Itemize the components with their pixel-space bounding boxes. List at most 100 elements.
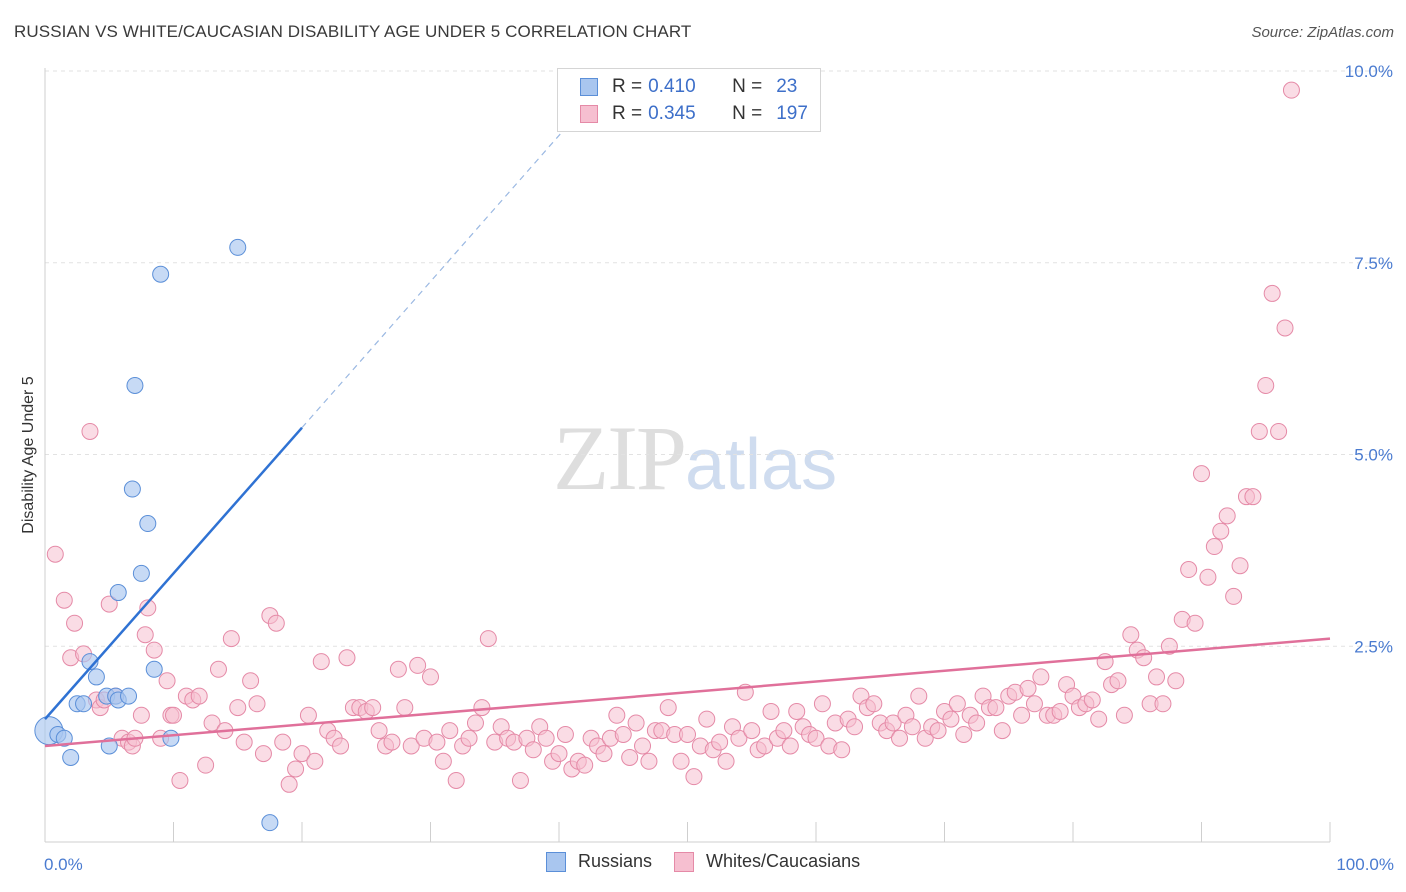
trend-lines <box>44 120 1331 748</box>
legend-swatch-russians <box>580 78 598 96</box>
data-point-whites <box>55 591 73 609</box>
data-point-whites <box>396 699 414 717</box>
data-point-whites <box>1205 538 1223 556</box>
data-point-whites <box>1263 284 1281 302</box>
data-point-whites <box>428 733 446 751</box>
y-tick-label: 10.0% <box>1345 62 1393 81</box>
data-point-whites <box>409 656 427 674</box>
data-point-whites <box>1051 702 1069 720</box>
data-point-whites <box>1115 706 1133 724</box>
data-point-whites <box>1122 626 1140 644</box>
data-point-whites <box>364 699 382 717</box>
legend-r-value: 0.410 <box>648 76 696 97</box>
data-point-whites <box>46 545 64 563</box>
data-point-russians <box>229 238 247 256</box>
data-point-whites <box>788 702 806 720</box>
legend-item-russians[interactable]: Russians <box>546 851 652 872</box>
y-tick-label: 2.5% <box>1354 637 1393 656</box>
data-point-whites <box>762 702 780 720</box>
data-point-whites <box>145 641 163 659</box>
data-point-whites <box>466 714 484 732</box>
data-point-whites <box>267 614 285 632</box>
trend-line-russians <box>44 426 303 720</box>
data-point-whites <box>1225 587 1243 605</box>
data-point-whites <box>293 745 311 763</box>
chart-title: RUSSIAN VS WHITE/CAUCASIAN DISABILITY AG… <box>14 22 692 41</box>
y-tick-label: 5.0% <box>1354 446 1393 465</box>
data-point-whites <box>846 718 864 736</box>
data-point-whites <box>1032 668 1050 686</box>
data-point-whites <box>672 752 690 770</box>
data-point-whites <box>511 771 529 789</box>
data-point-whites <box>640 752 658 770</box>
watermark-zip: ZIP <box>553 407 687 509</box>
data-point-whites <box>441 722 459 740</box>
data-point-whites <box>910 687 928 705</box>
data-point-whites <box>1019 679 1037 697</box>
series-whites-caucasians <box>46 81 1300 793</box>
data-point-whites <box>717 752 735 770</box>
data-point-russians <box>132 564 150 582</box>
stats-legend: R = 0.410 N = 23 R = 0.345 N = 197 <box>557 68 821 132</box>
data-point-whites <box>865 695 883 713</box>
data-point-whites <box>370 722 388 740</box>
watermark: ZIPatlas <box>553 405 837 511</box>
data-point-whites <box>242 672 260 690</box>
data-point-whites <box>1257 376 1275 394</box>
data-point-whites <box>1276 319 1294 337</box>
data-point-russians <box>126 376 144 394</box>
data-point-whites <box>679 725 696 743</box>
data-point-whites <box>171 771 189 789</box>
legend-row-whites: R = 0.345 N = 197 <box>580 101 808 127</box>
data-point-russians <box>55 729 73 747</box>
data-point-whites <box>136 626 154 644</box>
watermark-atlas: atlas <box>685 425 838 505</box>
data-point-whites <box>685 768 703 786</box>
data-point-whites <box>1148 668 1166 686</box>
y-tick-label: 7.5% <box>1354 254 1393 273</box>
data-point-whites <box>929 722 947 740</box>
data-point-whites <box>248 695 266 713</box>
data-point-whites <box>190 687 208 705</box>
data-point-whites <box>1244 488 1262 506</box>
data-point-russians <box>109 584 127 602</box>
data-point-whites <box>891 729 909 747</box>
data-point-whites <box>235 733 253 751</box>
data-point-whites <box>1083 691 1101 709</box>
data-point-whites <box>627 714 645 732</box>
data-point-whites <box>460 729 478 747</box>
data-point-russians <box>87 668 105 686</box>
trend-line-russians-extension <box>301 120 573 429</box>
x-tick-label: 0.0% <box>44 855 83 874</box>
data-point-whites <box>139 599 157 617</box>
data-point-whites <box>434 752 452 770</box>
legend-n-value: 23 <box>776 76 798 97</box>
data-point-whites <box>209 660 227 678</box>
data-point-whites <box>389 660 407 678</box>
legend-item-whites[interactable]: Whites/Caucasians <box>674 851 860 872</box>
data-point-whites <box>1090 710 1108 728</box>
data-point-whites <box>280 775 298 793</box>
data-point-whites <box>595 745 613 763</box>
data-point-whites <box>383 733 401 751</box>
data-point-russians <box>162 729 180 747</box>
data-point-whites <box>479 630 497 648</box>
data-point-whites <box>1193 465 1210 483</box>
data-point-whites <box>608 706 626 724</box>
data-point-whites <box>614 725 632 743</box>
data-point-whites <box>1250 422 1268 440</box>
data-point-whites <box>1186 614 1204 632</box>
legend-row-russians: R = 0.410 N = 23 <box>580 74 797 100</box>
data-point-whites <box>756 737 774 755</box>
data-point-whites <box>1180 561 1198 579</box>
y-axis-title: Disability Age Under 5 <box>20 376 37 534</box>
data-point-whites <box>1025 695 1043 713</box>
data-point-whites <box>254 745 272 763</box>
legend-n-value: 197 <box>776 103 808 124</box>
data-point-whites <box>165 706 182 724</box>
data-point-whites <box>524 741 542 759</box>
axes <box>44 68 1331 843</box>
data-point-whites <box>576 756 594 774</box>
data-point-whites <box>1154 695 1172 713</box>
